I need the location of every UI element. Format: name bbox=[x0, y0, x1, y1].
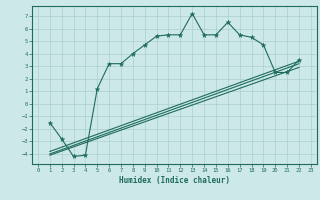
X-axis label: Humidex (Indice chaleur): Humidex (Indice chaleur) bbox=[119, 176, 230, 185]
